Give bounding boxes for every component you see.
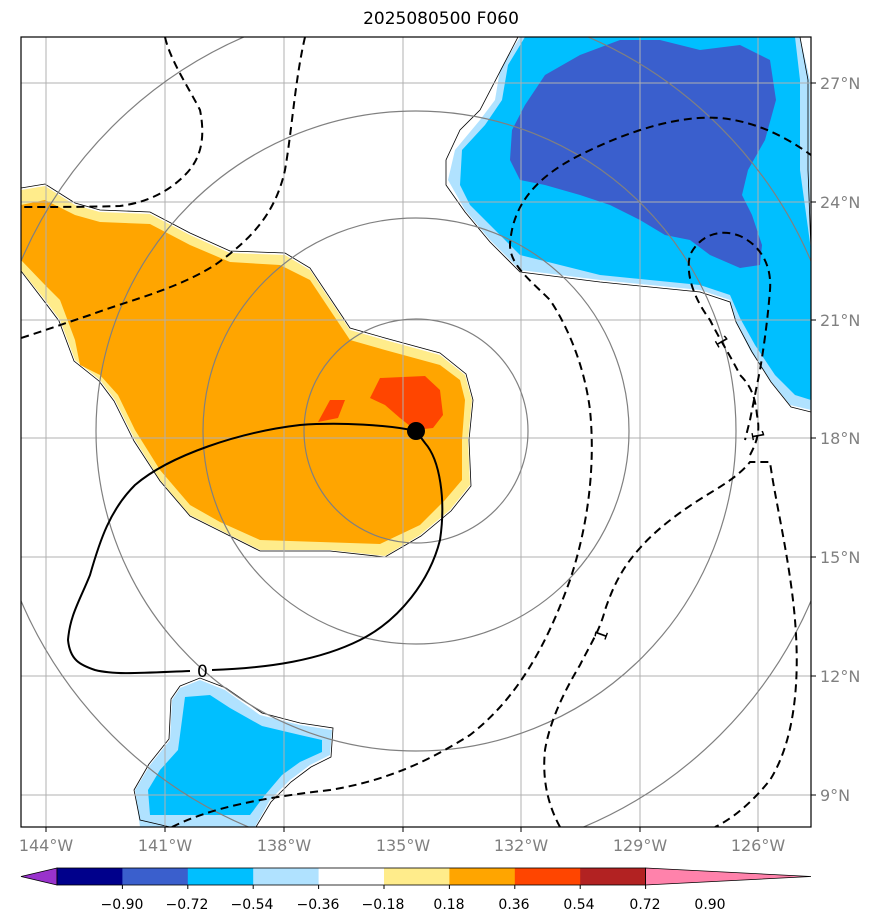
colorbar-tick-label: −0.72: [166, 897, 209, 913]
contour-dashed-east-loop: [687, 231, 772, 456]
axis-ticks: [45, 82, 816, 832]
colorbar-segment: [514, 868, 581, 885]
contour-zero: [66, 422, 444, 675]
lat-label: 15°N: [820, 548, 860, 567]
colorbar-segment: [57, 868, 123, 885]
shade-positive-orange: [21, 200, 465, 544]
range-ring-2: [202, 217, 630, 645]
lon-label: 132°W: [494, 836, 549, 855]
shade-positive-outline: [21, 183, 474, 558]
colorbar-tick-label: 0.72: [629, 897, 660, 913]
lat-label: 9°N: [820, 786, 850, 805]
contour-dashed-n: [21, 37, 306, 339]
colorbar-frame: [56, 867, 646, 886]
shade-negative-outline: [445, 37, 811, 413]
contour-label-1b: 1: [709, 332, 732, 351]
plot-area: [21, 37, 811, 827]
shade-negative-darkblue: [510, 40, 776, 268]
contour-label-1c: 1: [746, 429, 768, 443]
colorbar-tick-label: 0.90: [694, 897, 725, 913]
map-title: 2025080500 F060: [363, 9, 519, 29]
latitude-labels: 27°N 24°N 21°N 18°N 15°N 12°N 9°N: [820, 74, 860, 805]
map-frame: [20, 36, 812, 828]
colorbar-segment: [122, 868, 189, 885]
colorbar-segment: [253, 868, 320, 885]
range-ring-3: [95, 110, 737, 752]
dashed-contours: [21, 37, 811, 827]
colorbar-tick-label: 0.18: [433, 897, 464, 913]
colorbar-tick-label: −0.18: [362, 897, 405, 913]
lon-label: 144°W: [19, 836, 74, 855]
colorbar-tick-labels: −0.90 −0.72 −0.54 −0.36 −0.18 0.18 0.36 …: [101, 897, 726, 913]
lat-label: 24°N: [820, 193, 860, 212]
lon-label: 129°W: [613, 836, 668, 855]
range-ring-1: [303, 318, 529, 544]
lon-label: 126°W: [731, 836, 786, 855]
colorbar-segment: [384, 868, 450, 885]
contour-dashed-nw: [21, 37, 204, 208]
lat-label: 12°N: [820, 667, 860, 686]
colorbar-tick-label: −0.90: [101, 897, 144, 913]
colorbar-tick-label: 0.36: [498, 897, 529, 913]
range-rings: [21, 37, 811, 827]
lon-label: 135°W: [376, 836, 431, 855]
contour-dashed-se: [543, 461, 798, 827]
colorbar-segment: [580, 868, 647, 885]
shade-positive-red-small: [318, 400, 345, 422]
colorbar-tick-label: 0.54: [563, 897, 594, 913]
storm-center-marker: [407, 422, 425, 440]
colorbar-extend-low: [20, 867, 58, 886]
colorbar-tick-label: −0.36: [297, 897, 340, 913]
lon-label: 138°W: [257, 836, 312, 855]
contour-label-1a: 1: [591, 626, 613, 643]
lat-label: 27°N: [820, 74, 860, 93]
shade-negative-outline-east: [799, 37, 811, 251]
lat-label: 18°N: [820, 429, 860, 448]
longitude-labels: 144°W 141°W 138°W 135°W 132°W 129°W 126°…: [19, 836, 786, 855]
colorbar-extend-high: [645, 867, 812, 886]
colorbar-segment: [449, 868, 516, 885]
shade-positive-red: [370, 376, 443, 430]
colorbar-segment: [318, 868, 385, 885]
lat-label: 21°N: [820, 311, 860, 330]
lon-label: 141°W: [138, 836, 193, 855]
colorbar-segment: [187, 868, 254, 885]
colorbar-tick-label: −0.54: [231, 897, 274, 913]
contours: [21, 37, 811, 827]
shade-negative-sw-blue: [148, 695, 322, 815]
colorbar: [20, 867, 812, 889]
graticule: [21, 37, 811, 827]
contour-label-0: 0: [197, 662, 208, 682]
